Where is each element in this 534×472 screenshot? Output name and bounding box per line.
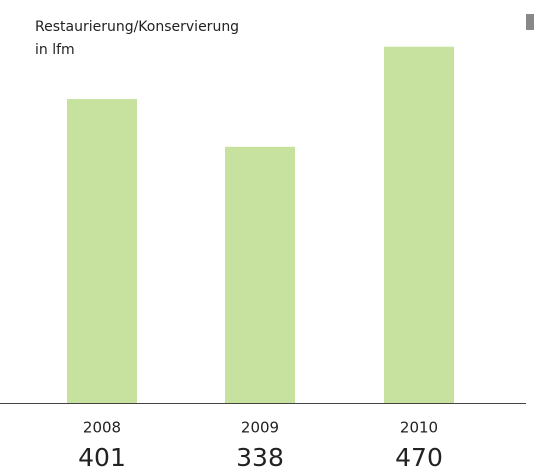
x-tick-label: 2009 bbox=[241, 419, 279, 437]
chart-title: Restaurierung/Konservierung bbox=[35, 19, 239, 35]
data-label: 470 bbox=[395, 443, 443, 472]
decoration bbox=[526, 14, 534, 30]
x-tick-label: 2010 bbox=[400, 419, 438, 437]
chart-subtitle: in lfm bbox=[35, 42, 75, 58]
bar bbox=[67, 99, 137, 404]
x-tick-label: 2008 bbox=[83, 419, 121, 437]
bar bbox=[384, 46, 454, 404]
data-label: 338 bbox=[236, 443, 284, 472]
bar bbox=[225, 146, 295, 403]
data-label: 401 bbox=[78, 443, 126, 472]
